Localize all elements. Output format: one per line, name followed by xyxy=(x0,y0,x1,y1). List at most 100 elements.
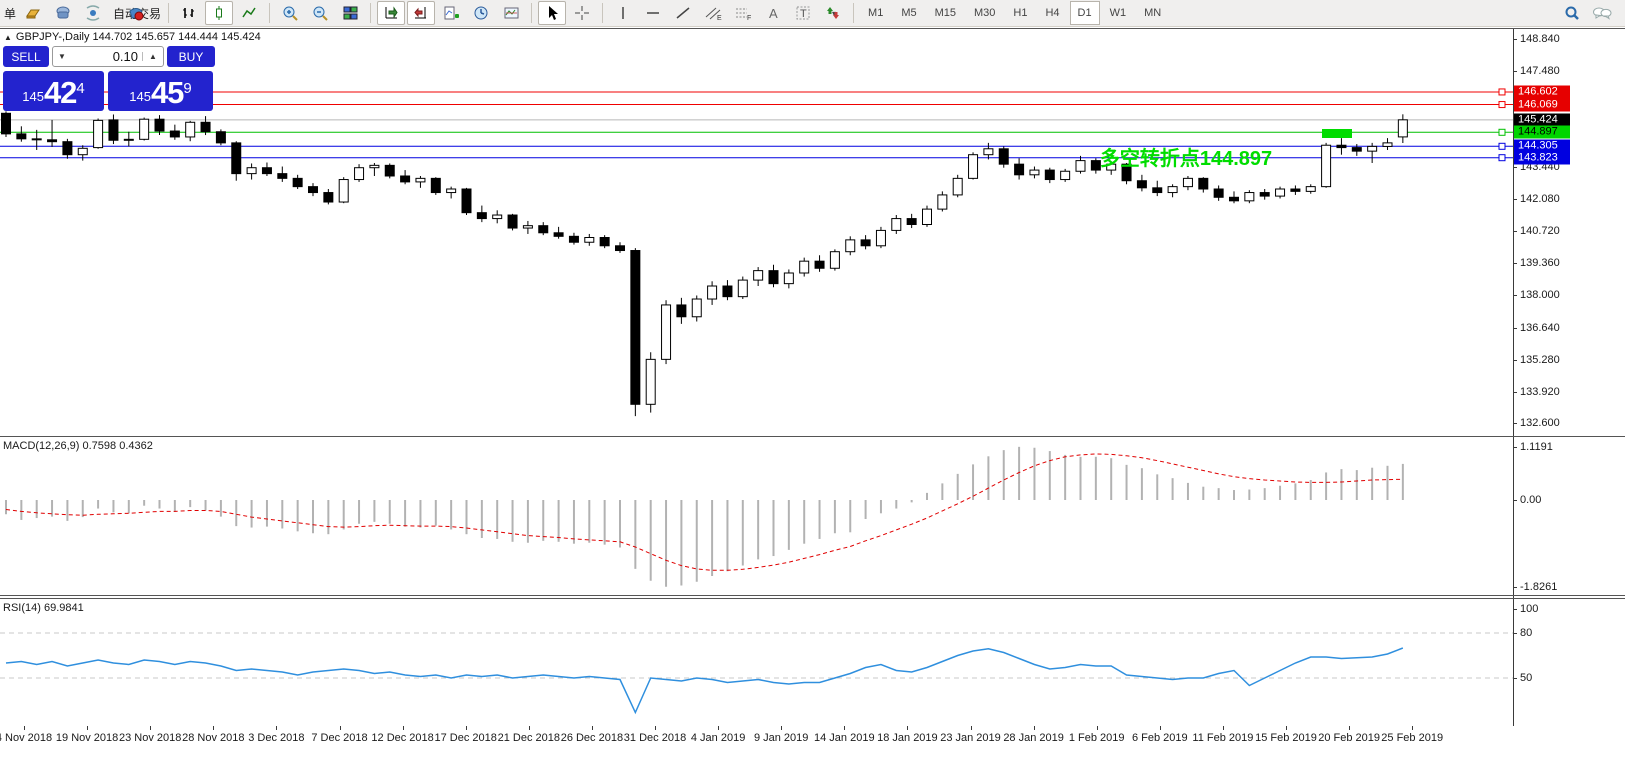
date-label: 11 Feb 2019 xyxy=(1192,732,1254,744)
volume-stepper[interactable]: ▼ 0.10 ▲ xyxy=(52,46,164,67)
volume-down-arrow-icon[interactable]: ▼ xyxy=(58,52,66,61)
one-click-trade-panel: SELL ▼ 0.10 ▲ BUY 145 42 4 145 45 9 xyxy=(3,46,215,111)
level-line-anchor[interactable] xyxy=(1498,154,1506,162)
timeframe-D1[interactable]: D1 xyxy=(1069,1,1100,25)
timeframe-M1[interactable]: M1 xyxy=(868,7,884,19)
panel-separator[interactable] xyxy=(0,595,1625,596)
gold-bar-icon[interactable] xyxy=(19,1,47,25)
autoscroll-button[interactable] xyxy=(377,1,406,25)
date-label: 7 Dec 2018 xyxy=(311,732,368,744)
ask-big-figure: 45 xyxy=(150,75,184,110)
zoom-in-button[interactable] xyxy=(276,1,304,25)
vertical-line-button[interactable] xyxy=(609,1,637,25)
timeframe-MN[interactable]: MN xyxy=(1144,7,1162,19)
bar-chart-button[interactable] xyxy=(175,1,203,25)
tile-windows-button[interactable] xyxy=(336,1,364,25)
period-button[interactable]: ▾ xyxy=(467,1,495,25)
axis-tick xyxy=(1513,327,1517,329)
candle xyxy=(1397,119,1408,138)
candle xyxy=(1029,169,1040,176)
axis-tick xyxy=(1513,423,1517,425)
date-tick xyxy=(718,726,720,730)
candle xyxy=(891,218,902,231)
candle xyxy=(615,245,625,252)
main-price-chart[interactable]: 多空转折点144.897 xyxy=(0,29,1513,434)
zoom-out-button[interactable] xyxy=(306,1,334,25)
chart-shift-button[interactable] xyxy=(407,1,436,25)
date-tick xyxy=(1412,726,1414,730)
candle xyxy=(707,285,718,300)
label-button[interactable]: T xyxy=(789,1,817,25)
candle xyxy=(215,131,226,144)
rsi-label: RSI(14) 69.9841 xyxy=(3,602,84,614)
date-axis[interactable]: 4 Nov 2018 19 Nov 2018 23 Nov 2018 28 No… xyxy=(0,726,1625,772)
bid-price-box[interactable]: 145 42 4 xyxy=(3,71,104,111)
timeframe-W1[interactable]: W1 xyxy=(1109,7,1127,19)
level-line-anchor[interactable] xyxy=(1498,88,1506,96)
timeframe-H1[interactable]: H1 xyxy=(1013,7,1028,19)
bid-big-figure: 42 xyxy=(43,75,77,110)
date-tick xyxy=(1222,726,1224,730)
panel-separator[interactable] xyxy=(0,436,1625,437)
green-rectangle-object[interactable] xyxy=(1322,129,1352,138)
candle xyxy=(522,225,533,229)
candle xyxy=(169,130,180,138)
volume-value[interactable]: 0.10 xyxy=(112,49,138,64)
template-button[interactable]: ▾ xyxy=(497,1,525,25)
buy-button[interactable]: BUY xyxy=(167,46,215,67)
candles[interactable] xyxy=(1,111,1408,417)
candle xyxy=(538,225,549,234)
candle xyxy=(768,270,779,285)
crosshair-button[interactable] xyxy=(568,1,596,25)
horizontal-line-button[interactable] xyxy=(639,1,667,25)
search-button[interactable] xyxy=(1558,1,1586,25)
candle xyxy=(93,119,104,149)
volume-up-arrow-icon[interactable]: ▲ xyxy=(142,52,163,61)
candle xyxy=(1014,163,1025,176)
candle xyxy=(937,194,948,210)
timeframe-M15[interactable]: M15 xyxy=(934,7,956,19)
equidistant-channel-button[interactable]: E xyxy=(699,1,727,25)
sell-button[interactable]: SELL xyxy=(3,46,49,67)
signal-icon[interactable] xyxy=(79,1,107,25)
candle xyxy=(47,139,58,143)
candle xyxy=(860,239,871,247)
trendline-button[interactable] xyxy=(669,1,697,25)
fibonacci-button[interactable]: F xyxy=(729,1,757,25)
timeframe-M5[interactable]: M5 xyxy=(901,7,917,19)
price-axis-line xyxy=(1513,28,1514,753)
axis-tick xyxy=(1513,295,1517,297)
candle xyxy=(1336,144,1347,149)
candle xyxy=(1167,186,1178,194)
timeframe-M30[interactable]: M30 xyxy=(974,7,996,19)
date-label: 4 Nov 2018 xyxy=(0,732,53,744)
candle xyxy=(1106,163,1117,171)
cursor-button[interactable] xyxy=(538,1,567,25)
autotrade-button[interactable]: 自动交易 xyxy=(109,1,162,25)
level-line-anchor[interactable] xyxy=(1498,101,1506,109)
panel-separator[interactable] xyxy=(0,598,1625,599)
macd-panel[interactable] xyxy=(0,437,1513,595)
date-tick xyxy=(150,726,152,730)
panel-separator[interactable] xyxy=(0,28,1625,29)
toolbar-separator xyxy=(168,3,170,23)
level-line-anchor[interactable] xyxy=(1498,128,1506,136)
line-chart-button[interactable] xyxy=(235,1,263,25)
funds-icon[interactable] xyxy=(49,1,77,25)
date-label: 28 Jan 2019 xyxy=(1003,732,1064,744)
arrows-button[interactable]: ▾ xyxy=(819,1,847,25)
macd-value: 0.7598 xyxy=(82,440,117,452)
chat-button[interactable] xyxy=(1588,1,1616,25)
price-tick-label: 135.280 xyxy=(1520,353,1560,366)
text-button[interactable]: A xyxy=(759,1,787,25)
date-label: 15 Feb 2019 xyxy=(1255,732,1317,744)
add-indicator-button[interactable]: ▾ xyxy=(437,1,465,25)
candle xyxy=(676,304,687,318)
pivot-annotation[interactable]: 多空转折点144.897 xyxy=(1100,146,1272,170)
level-line-anchor[interactable] xyxy=(1498,142,1506,150)
new-order-button-clipped[interactable]: 单 xyxy=(4,6,17,21)
date-tick xyxy=(844,726,846,730)
ask-price-box[interactable]: 145 45 9 xyxy=(108,71,213,111)
candle-chart-button[interactable] xyxy=(205,1,234,25)
timeframe-H4[interactable]: H4 xyxy=(1045,7,1060,19)
